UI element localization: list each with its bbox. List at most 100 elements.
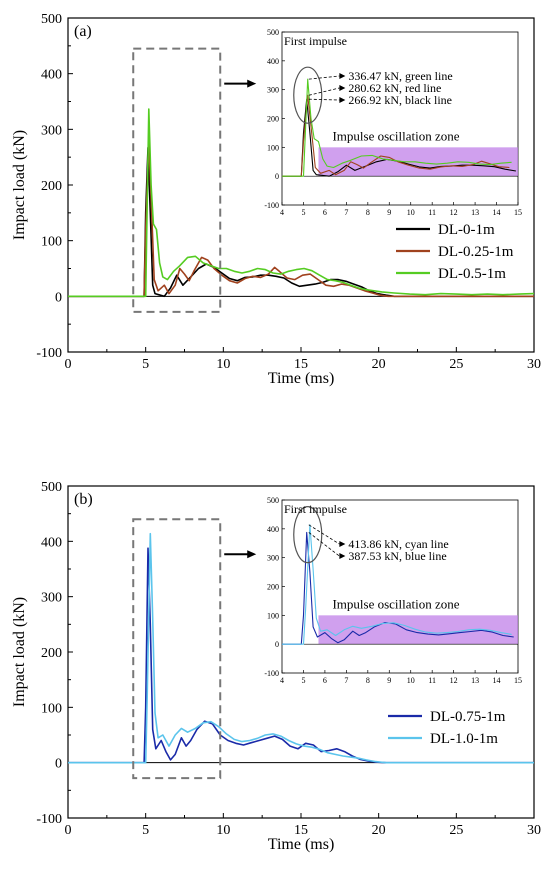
inset-y-tick-label: 300 [267,86,279,95]
legend: DL-0-1m DL-0.25-1m DL-0.5-1m [396,222,514,282]
inset-x-tick-label: 9 [387,208,391,217]
inset-x-tick-label: 13 [471,676,479,685]
x-tick-label: 15 [294,823,308,838]
peak-leader-line [308,98,340,101]
x-tick-label: 10 [216,357,230,372]
inset-x-tick-label: 7 [344,676,348,685]
x-tick-label: 20 [372,823,386,838]
y-tick-label: 300 [41,591,62,606]
inset-series-line-DL-0.5-1m [282,78,512,177]
x-tick-label: 25 [449,823,463,838]
y-axis-title: Impact load (kN) [11,130,28,240]
inset-x-tick-label: 8 [366,676,370,685]
inset-x-tick-label: 6 [323,208,327,217]
inset-x-tick-label: 10 [407,208,415,217]
inset-frame [281,499,519,674]
inset-y-tick-label: -100 [264,669,279,678]
inset-y-tick-label: 200 [267,583,279,592]
peak-leader-arrow [339,85,346,91]
inset-plot: Impulse oscillation zone 4 5 6 7 8 9 10 11 12 13 14… [264,496,522,685]
peak-leader-line [308,75,340,80]
inset-x-tick-label: 8 [366,208,370,217]
inset-y-tick-label: 400 [267,525,279,534]
y-tick-label: 500 [41,480,62,495]
inset-series-line-DL-0.75-1m [282,531,514,645]
inset-x-tick-label: 14 [493,208,501,217]
peak-annotation-label: 413.86 kN, cyan line [348,537,448,551]
x-tick-label: 20 [372,357,386,372]
inset-y-tick-label: 300 [267,554,279,563]
panel-label: (a) [74,23,92,40]
inset-y-tick-label: 500 [267,28,279,37]
zoom-region-box [132,47,222,313]
inset-y-tick-label: -100 [264,201,279,210]
zoom-region-box [132,518,222,780]
inset-title: First impulse [284,502,347,516]
inset-plot: Impulse oscillation zone 4 5 6 7 8 9 10 11 12 13 14… [264,28,522,217]
y-tick-label: 300 [41,123,62,138]
y-tick-label: 0 [55,290,62,305]
oscillation-zone-label: Impulse oscillation zone [332,596,459,611]
inset-x-tick-label: 6 [323,676,327,685]
y-axis-title: Impact load (kN) [11,597,28,707]
x-tick-label: 15 [294,357,308,372]
x-tick-label: 10 [216,823,230,838]
peak-leader-line [308,524,340,545]
inset-series-line-DL-0.25-1m [282,94,510,177]
inset-x-tick-label: 12 [450,676,458,685]
zoom-arrow-head [247,550,257,559]
inset-x-tick-label: 4 [280,208,284,217]
peak-annotation-label: 387.53 kN, blue line [348,549,446,563]
peak-leader-arrow [339,97,346,103]
peak-leader-line [308,87,340,96]
inset-y-tick-label: 400 [267,57,279,66]
peak-annotation-label: 336.47 kN, green line [348,69,452,83]
first-impulse-ellipse [293,506,323,564]
inset-x-tick-label: 14 [493,676,501,685]
inset-x-tick-label: 12 [450,208,458,217]
inset-x-tick-label: 7 [344,208,348,217]
inset-x-tick-label: 5 [301,208,305,217]
inset-x-tick-label: 13 [471,208,479,217]
y-tick-label: -100 [36,346,62,361]
y-tick-label: 400 [41,68,62,83]
legend-label: DL-1.0-1m [430,731,498,747]
x-tick-label: 25 [449,357,463,372]
y-tick-label: 200 [41,646,62,661]
inset-x-tick-label: 5 [301,676,305,685]
peak-annotation-label: 280.62 kN, red line [348,81,441,95]
inset-y-tick-label: 100 [267,611,279,620]
x-axis-title: Time (ms) [268,836,335,853]
peak-leader-arrow [339,73,346,79]
inset-x-tick-label: 10 [407,676,415,685]
inset-frame [281,31,519,206]
y-tick-label: 400 [41,535,62,550]
series-line-DL-1.0-1m [68,532,534,764]
x-tick-label: 30 [527,823,541,838]
inset-y-tick-label: 100 [267,143,279,152]
peak-leader-arrow [339,553,346,559]
inset-y-tick-label: 0 [275,172,279,181]
first-impulse-ellipse [293,66,323,124]
y-tick-label: 100 [41,701,62,716]
x-axis-title: Time (ms) [268,370,335,387]
y-tick-label: 500 [41,12,62,27]
inset-x-tick-label: 11 [428,208,436,217]
peak-annotation-label: 266.92 kN, black line [348,93,452,107]
peak-leader-line [308,532,340,557]
inset-x-tick-label: 15 [514,676,522,685]
y-tick-label: -100 [36,812,62,827]
inset-x-tick-label: 9 [387,676,391,685]
legend-label: DL-0.5-1m [438,266,506,282]
inset-series-line-DL-1.0-1m [282,524,512,645]
series-line-DL-0.5-1m [68,108,535,298]
peak-leader-arrow [339,541,346,547]
oscillation-zone-label: Impulse oscillation zone [332,128,459,143]
inset-x-tick-label: 15 [514,208,522,217]
x-tick-label: 0 [65,357,72,372]
x-tick-label: 5 [142,823,149,838]
legend: DL-0.75-1m DL-1.0-1m [388,709,506,747]
